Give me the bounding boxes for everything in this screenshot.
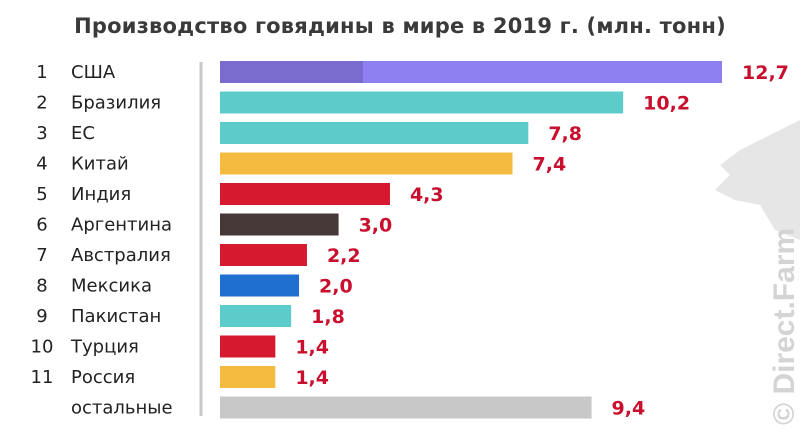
rank-label: 4 xyxy=(36,154,47,175)
category-label: Мексика xyxy=(71,276,152,297)
value-label: 7,4 xyxy=(533,154,567,176)
bar xyxy=(220,183,390,205)
value-label: 7,8 xyxy=(548,123,582,145)
bar xyxy=(220,274,300,297)
bar xyxy=(220,335,276,358)
bar xyxy=(220,305,292,327)
value-label: 10,2 xyxy=(643,93,690,115)
value-label: 3,0 xyxy=(359,215,393,237)
value-label: 1,4 xyxy=(295,337,329,359)
rank-label: 1 xyxy=(36,62,47,83)
chart-title: Производство говядины в мире в 2019 г. (… xyxy=(74,14,726,38)
bar xyxy=(220,152,513,175)
rank-label: 11 xyxy=(31,367,54,388)
category-label: Австралия xyxy=(71,245,171,266)
bar xyxy=(220,244,307,266)
rank-label: 9 xyxy=(36,306,47,327)
world-map-background xyxy=(715,120,800,240)
rank-label: 8 xyxy=(36,276,47,297)
rank-label: 6 xyxy=(36,215,47,236)
value-label: 2,0 xyxy=(319,276,353,298)
category-label: Россия xyxy=(71,367,135,388)
bar xyxy=(220,396,592,419)
value-label: 2,2 xyxy=(327,245,361,267)
value-label: 1,8 xyxy=(311,306,345,328)
value-label: 12,7 xyxy=(742,62,789,84)
category-label: Аргентина xyxy=(71,215,172,236)
watermark: © Direct.Farm xyxy=(768,227,800,425)
bar xyxy=(220,122,529,144)
category-label: США xyxy=(71,62,116,83)
bar xyxy=(220,213,339,236)
value-label: 4,3 xyxy=(410,184,444,206)
rank-label: 5 xyxy=(36,184,47,205)
category-label: Индия xyxy=(71,184,131,205)
bar xyxy=(220,366,276,388)
category-label: ЕС xyxy=(71,123,95,144)
category-label: остальные xyxy=(71,398,173,419)
rank-label: 2 xyxy=(36,93,47,114)
bar-segment-dark xyxy=(220,61,363,83)
rank-label: 10 xyxy=(31,337,54,358)
rank-label: 3 xyxy=(36,123,47,144)
value-label: 9,4 xyxy=(612,398,646,420)
category-label: Пакистан xyxy=(71,306,161,327)
category-label: Китай xyxy=(71,154,129,175)
value-label: 1,4 xyxy=(295,367,329,389)
rank-label: 7 xyxy=(36,245,47,266)
category-label: Турция xyxy=(70,337,139,358)
bar xyxy=(220,91,624,114)
category-label: Бразилия xyxy=(71,93,161,114)
